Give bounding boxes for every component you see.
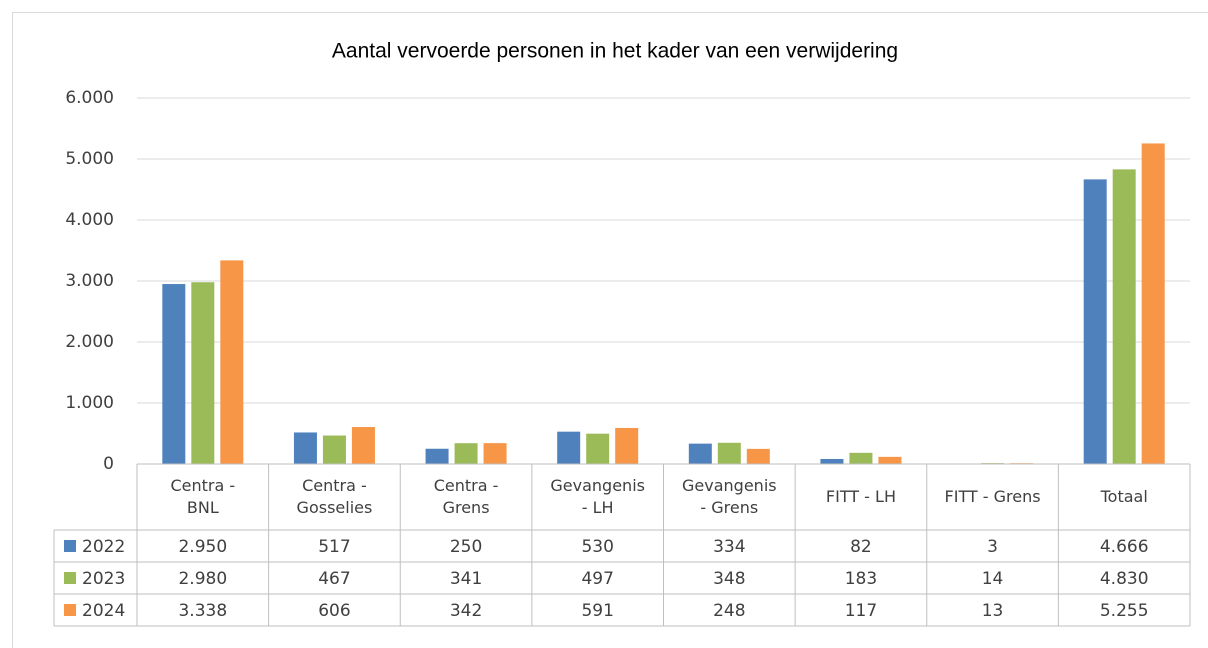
table-cell: 13 xyxy=(982,601,1004,621)
table-cell: 117 xyxy=(845,601,877,621)
bar xyxy=(1083,179,1107,464)
y-tick-label: 2.000 xyxy=(65,332,114,352)
legend-label: 2023 xyxy=(82,569,125,589)
table-cell: 3.338 xyxy=(178,601,227,621)
bar xyxy=(425,448,449,464)
table-cell: 342 xyxy=(450,601,482,621)
x-tick-label: Gevangenis - LH xyxy=(550,476,645,517)
table-cell: 250 xyxy=(450,537,482,557)
bar xyxy=(162,284,186,464)
bar xyxy=(557,431,581,464)
y-tick-label: 6.000 xyxy=(65,88,114,108)
table-cell: 497 xyxy=(581,569,613,589)
bar xyxy=(483,443,507,464)
x-tick-label: FITT - Grens xyxy=(944,487,1041,506)
x-tick-label: Centra - Grens xyxy=(433,476,499,517)
bar xyxy=(191,282,215,464)
y-tick-label: 4.000 xyxy=(65,210,114,230)
table-cell: 341 xyxy=(450,569,482,589)
table-cell: 183 xyxy=(845,569,877,589)
x-tick-label: Centra - Gosselies xyxy=(296,476,373,517)
table-cell: 2.950 xyxy=(178,537,227,557)
bar xyxy=(820,458,844,464)
bar xyxy=(1112,169,1136,464)
y-tick-label: 0 xyxy=(103,454,114,474)
table-cell: 82 xyxy=(850,537,872,557)
bar xyxy=(688,443,712,464)
table-cell: 606 xyxy=(318,601,350,621)
legend-key xyxy=(64,572,76,584)
bar xyxy=(220,260,244,464)
table-cell: 4.666 xyxy=(1100,537,1149,557)
table-cell: 334 xyxy=(713,537,745,557)
table-cell: 14 xyxy=(982,569,1004,589)
legend-key xyxy=(64,604,76,616)
bar xyxy=(293,432,317,464)
table-cell: 348 xyxy=(713,569,745,589)
x-tick-label: FITT - LH xyxy=(825,487,896,506)
table-cell: 530 xyxy=(581,537,613,557)
y-tick-label: 1.000 xyxy=(65,393,114,413)
y-tick-label: 5.000 xyxy=(65,149,114,169)
bar xyxy=(351,427,375,464)
x-tick-label: Gevangenis - Grens xyxy=(682,476,777,517)
bar xyxy=(586,433,610,464)
bar xyxy=(878,456,902,464)
x-tick-label: Totaal xyxy=(1100,487,1148,506)
table-cell: 467 xyxy=(318,569,350,589)
bar xyxy=(322,435,346,464)
table-cell: 4.830 xyxy=(1100,569,1149,589)
legend-key xyxy=(64,540,76,552)
table-cell: 591 xyxy=(581,601,613,621)
y-tick-label: 3.000 xyxy=(65,271,114,291)
bar xyxy=(746,448,770,464)
bar xyxy=(615,427,639,464)
bar xyxy=(454,443,478,464)
bar xyxy=(1141,143,1165,464)
chart-title: Aantal vervoerde personen in het kader v… xyxy=(332,40,898,63)
bar xyxy=(717,442,741,464)
legend-label: 2022 xyxy=(82,537,125,557)
table-cell: 3 xyxy=(987,537,998,557)
table-cell: 248 xyxy=(713,601,745,621)
x-tick-label: Centra - BNL xyxy=(170,476,236,517)
table-cell: 5.255 xyxy=(1100,601,1149,621)
table-cell: 2.980 xyxy=(178,569,227,589)
legend-label: 2024 xyxy=(82,601,125,621)
bar xyxy=(849,452,873,464)
table-cell: 517 xyxy=(318,537,350,557)
